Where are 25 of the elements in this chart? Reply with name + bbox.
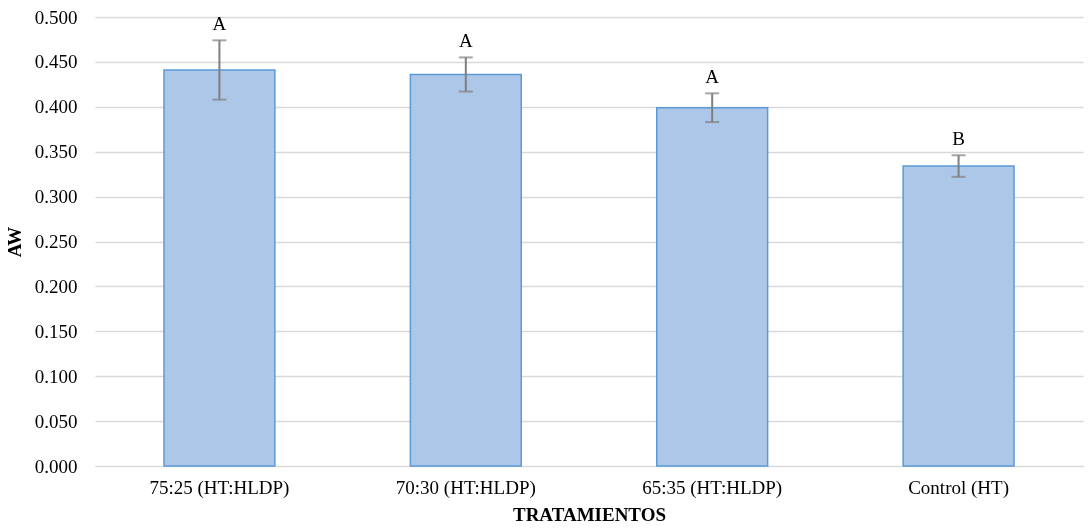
annotation: A <box>212 13 227 35</box>
y-tick-label: 0.250 <box>34 231 78 252</box>
x-tick-label: 75:25 (HT:HLDP) <box>149 476 290 499</box>
bar <box>902 165 1015 467</box>
y-tick-label: 0.150 <box>34 320 78 342</box>
x-tick-label: 65:35 (HT:HLDP) <box>642 476 783 499</box>
y-tick-label: 0.400 <box>34 96 78 118</box>
x-tick-label: Control (HT) <box>908 476 1009 499</box>
y-tick-label: 0.200 <box>34 275 78 297</box>
y-tick-label: 0.000 <box>34 455 78 477</box>
y-tick-label: 0.100 <box>34 365 78 387</box>
annotation: A <box>458 30 473 52</box>
annotation: B <box>952 128 965 150</box>
y-tick-label: 0.300 <box>34 186 78 208</box>
bar <box>163 69 276 467</box>
y-tick-label: 0.350 <box>34 141 78 163</box>
y-tick-label: 0.050 <box>34 410 78 432</box>
y-tick-label: 0.450 <box>34 51 78 73</box>
annotation: A <box>705 66 720 88</box>
bar <box>656 106 769 467</box>
y-axis-title: AW <box>3 226 25 258</box>
y-tick-label: 0.500 <box>34 6 78 28</box>
x-tick-label: 70:30 (HT:HLDP) <box>395 476 536 499</box>
bar <box>409 73 522 467</box>
x-axis-title: TRATAMIENTOS <box>512 503 667 525</box>
